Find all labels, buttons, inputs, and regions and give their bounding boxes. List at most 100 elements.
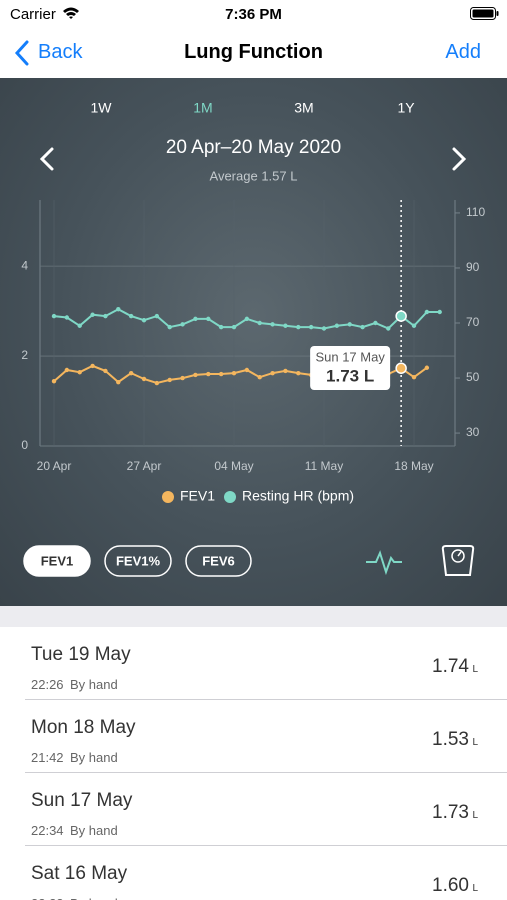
back-chevron[interactable]	[14, 40, 30, 66]
data-point	[373, 320, 378, 326]
y-tick-label: 0	[21, 438, 28, 452]
data-point	[154, 313, 160, 319]
data-point	[395, 310, 407, 322]
data-point	[257, 320, 262, 326]
data-point	[244, 367, 250, 373]
carrier: Carrier	[10, 6, 56, 23]
data-point	[193, 372, 198, 378]
nav-title: Lung Function	[184, 41, 323, 63]
chart: 20 Apr–20 May 2020 Average 1.57 L 1W 1M 3M…	[21, 100, 485, 577]
data-point	[283, 323, 288, 328]
period-subtitle: Average 1.57 L	[210, 168, 298, 183]
entry-value: 1.60	[432, 875, 469, 896]
data-point	[296, 324, 301, 330]
data-point	[103, 313, 108, 319]
data-point	[141, 318, 147, 323]
range-tab[interactable]: 3M	[294, 100, 313, 116]
separator-band	[0, 606, 507, 627]
data-point	[167, 324, 172, 330]
data-point	[167, 377, 172, 383]
data-point	[116, 379, 121, 385]
x-tick-label: 18 May	[394, 459, 433, 473]
metric-button[interactable]	[23, 545, 91, 577]
data-point	[180, 375, 185, 381]
entry-date: Sun 17 May	[31, 790, 133, 811]
metric-button-label[interactable]: FEV6	[202, 553, 235, 568]
data-point	[154, 380, 160, 386]
x-tick-label: 04 May	[214, 459, 253, 473]
data-point	[270, 322, 275, 327]
heart-rate-icon[interactable]	[366, 550, 402, 576]
data-point	[411, 374, 417, 380]
add-button[interactable]: Add	[445, 41, 481, 63]
chart-panel	[0, 78, 507, 606]
entry-date: Sat 16 May	[31, 863, 128, 884]
data-point	[218, 371, 224, 377]
data-point	[141, 376, 147, 382]
tooltip-title: Sun 17 May	[315, 349, 385, 364]
metric-button[interactable]	[104, 545, 172, 577]
data-point	[103, 368, 108, 374]
y2-tick-label: 90	[466, 260, 480, 274]
scale-icon[interactable]	[441, 545, 475, 576]
legend-swatch	[224, 491, 236, 503]
data-point	[347, 322, 352, 327]
data-point	[64, 315, 70, 320]
clock: 7:36 PM	[225, 6, 282, 23]
entry-value: 1.74	[432, 656, 469, 677]
range-tab[interactable]: 1W	[91, 100, 113, 116]
data-point	[206, 371, 211, 377]
data-point	[206, 316, 211, 322]
data-point	[411, 323, 417, 328]
data-point	[424, 365, 430, 370]
y2-tick-label: 110	[466, 205, 485, 219]
entry-method: By hand	[70, 750, 118, 765]
data-point	[116, 307, 121, 312]
data-point	[270, 370, 275, 376]
row-separator	[25, 845, 507, 846]
data-point	[180, 322, 185, 327]
next-arrow[interactable]	[452, 147, 467, 171]
data-point	[386, 326, 391, 331]
prev-arrow[interactable]	[39, 147, 54, 171]
metric-button-label[interactable]: FEV1	[41, 553, 74, 568]
entry-time: 22:26	[31, 677, 64, 692]
data-point	[77, 370, 82, 375]
entry-method: By hand	[70, 823, 118, 838]
data-point	[283, 368, 288, 374]
data-point	[128, 370, 134, 376]
y2-tick-label: 30	[466, 425, 480, 439]
entry-unit: L	[472, 883, 478, 894]
data-point	[51, 379, 57, 384]
entry-value: 1.53	[432, 729, 469, 750]
row-separator	[25, 699, 507, 700]
data-point	[296, 370, 301, 376]
tooltip-value: 1.73 L	[326, 366, 374, 385]
data-point	[244, 316, 250, 322]
x-tick-label: 11 May	[305, 459, 343, 473]
entry-date: Mon 18 May	[31, 717, 136, 738]
legend-label: Resting HR (bpm)	[242, 488, 354, 504]
data-point	[360, 324, 365, 330]
data-point	[90, 363, 95, 369]
back-button[interactable]: Back	[38, 41, 83, 63]
data-point	[424, 309, 430, 315]
metric-button-label[interactable]: FEV1%	[116, 553, 161, 568]
data-point	[437, 309, 442, 315]
data-point	[257, 374, 262, 380]
range-tab[interactable]: 1Y	[397, 100, 415, 116]
metric-button[interactable]	[185, 545, 252, 577]
data-point	[128, 313, 134, 319]
data-point	[308, 324, 314, 330]
data-point	[395, 362, 407, 374]
data-point	[77, 323, 82, 328]
entry-time: 22:34	[31, 823, 64, 838]
y-tick-label: 4	[21, 258, 28, 272]
data-point	[64, 367, 70, 373]
range-tab[interactable]: 1M	[193, 100, 212, 116]
entry-unit: L	[472, 810, 478, 821]
battery-icon	[470, 7, 499, 20]
entry-time: 21:42	[31, 750, 64, 765]
entry-unit: L	[472, 737, 478, 748]
